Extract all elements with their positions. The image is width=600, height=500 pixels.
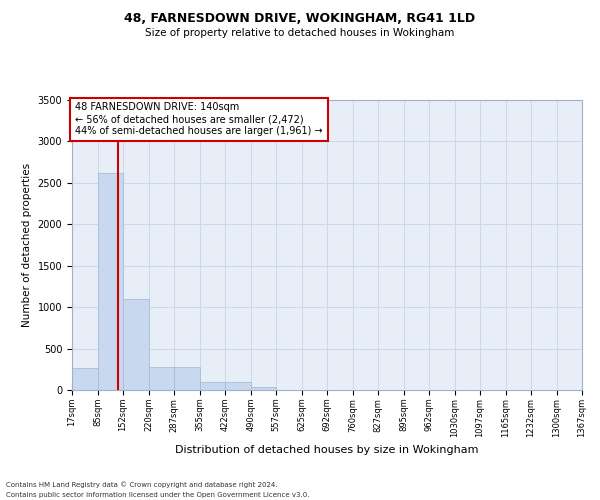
Text: Size of property relative to detached houses in Wokingham: Size of property relative to detached ho…: [145, 28, 455, 38]
Text: 48 FARNESDOWN DRIVE: 140sqm
← 56% of detached houses are smaller (2,472)
44% of : 48 FARNESDOWN DRIVE: 140sqm ← 56% of det…: [75, 102, 323, 136]
Text: Contains HM Land Registry data © Crown copyright and database right 2024.: Contains HM Land Registry data © Crown c…: [6, 481, 277, 488]
Bar: [251, 386, 276, 390]
Bar: [98, 173, 123, 390]
Bar: [225, 382, 251, 390]
Bar: [123, 299, 149, 390]
Bar: [200, 382, 225, 390]
X-axis label: Distribution of detached houses by size in Wokingham: Distribution of detached houses by size …: [175, 445, 479, 455]
Bar: [174, 367, 200, 390]
Bar: [72, 368, 98, 390]
Text: 48, FARNESDOWN DRIVE, WOKINGHAM, RG41 1LD: 48, FARNESDOWN DRIVE, WOKINGHAM, RG41 1L…: [124, 12, 476, 26]
Y-axis label: Number of detached properties: Number of detached properties: [22, 163, 32, 327]
Text: Contains public sector information licensed under the Open Government Licence v3: Contains public sector information licen…: [6, 492, 310, 498]
Bar: [149, 367, 174, 390]
